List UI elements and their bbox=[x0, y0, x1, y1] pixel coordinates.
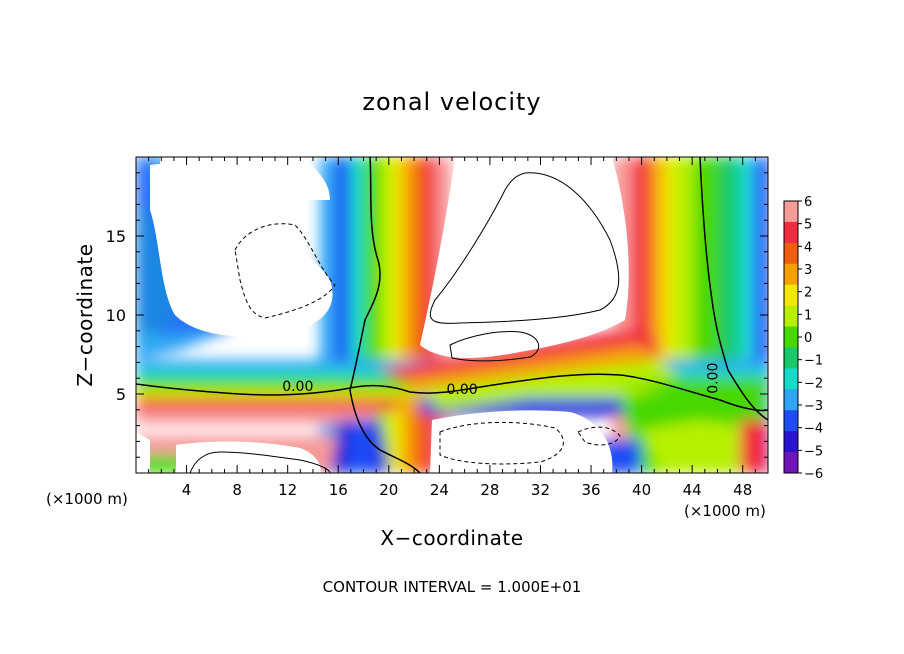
x-tick-label: 36 bbox=[581, 481, 600, 499]
colorbar-label: 2 bbox=[804, 286, 812, 301]
colorbar-label: −6 bbox=[804, 467, 823, 482]
x-tick-label: 40 bbox=[632, 481, 651, 499]
colorbar-swatch bbox=[784, 389, 798, 411]
x-tick-label: 8 bbox=[232, 481, 242, 499]
colorbar-label: −1 bbox=[804, 354, 823, 369]
colorbar: 6 5 4 3 2 1 0 −1 −2 −3 −4 −5 −6 bbox=[783, 195, 823, 482]
colorbar-swatch bbox=[784, 284, 798, 307]
x-tick-label: 44 bbox=[683, 481, 702, 499]
colorbar-label: −2 bbox=[804, 376, 823, 391]
colorbar-swatch bbox=[784, 242, 798, 265]
colorbar-swatch bbox=[784, 452, 798, 474]
x-tick-label: 16 bbox=[329, 481, 348, 499]
colorbar-label: −5 bbox=[804, 444, 823, 459]
y-tick-label: 15 bbox=[106, 227, 126, 246]
colorbar-swatch bbox=[784, 221, 798, 244]
colorbar-swatch bbox=[784, 368, 798, 390]
y-tick-label: 10 bbox=[106, 306, 126, 325]
x-tick-label: 20 bbox=[379, 481, 398, 499]
colorbar-swatch bbox=[784, 305, 798, 328]
colorbar-label: 0 bbox=[804, 331, 812, 346]
colorbar-swatch bbox=[784, 347, 798, 369]
colorbar-label: −3 bbox=[804, 399, 823, 414]
colorbar-label: 4 bbox=[804, 240, 812, 255]
colorbar-swatch bbox=[784, 410, 798, 432]
y-tick-label: 5 bbox=[116, 385, 126, 404]
colorbar-label: −4 bbox=[804, 422, 823, 437]
x-tick-label: 28 bbox=[480, 481, 499, 499]
colorbar-label: 1 bbox=[804, 308, 812, 323]
colorbar-swatch bbox=[784, 326, 798, 348]
colorbar-swatch bbox=[784, 201, 798, 223]
contour-value-label: 0.00 bbox=[282, 379, 313, 395]
x-axis-label: X−coordinate bbox=[380, 526, 524, 550]
chart-title: zonal velocity bbox=[362, 88, 542, 116]
x-tick-label: 4 bbox=[182, 481, 192, 499]
velocity-field bbox=[136, 157, 768, 473]
colorbar-swatch bbox=[784, 263, 798, 286]
contour-labels: 0.00 0.00 0.00 bbox=[282, 363, 721, 398]
x-unit-right-label: (×1000 m) bbox=[684, 502, 766, 520]
x-unit-left-label: (×1000 m) bbox=[46, 490, 128, 508]
contour-value-label: 0.00 bbox=[705, 363, 721, 394]
x-tick-label: 32 bbox=[531, 481, 550, 499]
x-tick-label: 24 bbox=[430, 481, 449, 499]
colorbar-label: 3 bbox=[804, 263, 812, 278]
x-tick-label: 12 bbox=[278, 481, 297, 499]
colorbar-label: 6 bbox=[804, 195, 812, 210]
x-axis: 4 8 12 16 20 24 28 32 36 40 44 48 bbox=[148, 157, 756, 499]
x-tick-label: 48 bbox=[733, 481, 752, 499]
contour-interval-note: CONTOUR INTERVAL = 1.000E+01 bbox=[322, 578, 582, 596]
colorbar-label: 5 bbox=[804, 218, 812, 233]
contour-value-label: 0.00 bbox=[447, 382, 478, 398]
colorbar-swatch bbox=[784, 431, 798, 453]
y-axis: 5 10 15 bbox=[106, 172, 768, 458]
